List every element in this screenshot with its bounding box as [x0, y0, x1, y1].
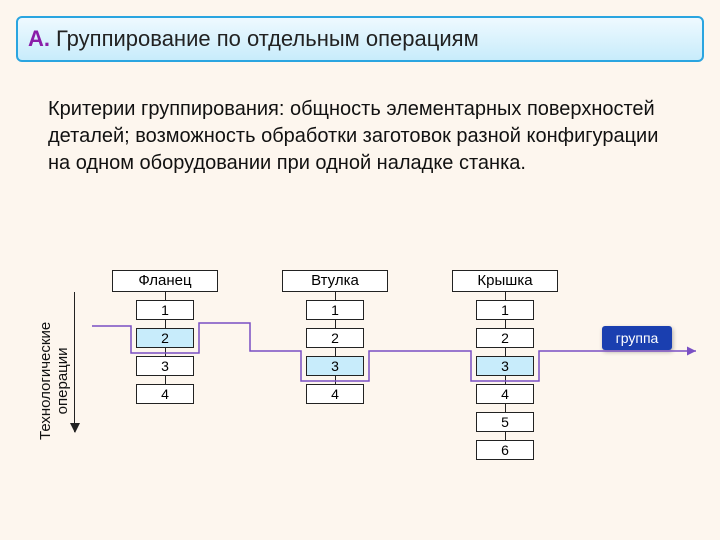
op-cell: 1	[476, 300, 534, 320]
op-cell: 1	[136, 300, 194, 320]
op-cell: 3	[136, 356, 194, 376]
op-cell: 1	[306, 300, 364, 320]
op-cell: 3	[476, 356, 534, 376]
axis-label-line2: операции	[54, 347, 71, 414]
title-text: Группирование по отдельным операциям	[56, 26, 479, 52]
op-cell: 2	[306, 328, 364, 348]
axis-label-line1: Технологические	[37, 322, 54, 440]
title-prefix: А.	[28, 26, 50, 52]
column-header: Втулка	[282, 270, 388, 292]
op-cell: 3	[306, 356, 364, 376]
op-cell: 4	[476, 384, 534, 404]
group-badge: группа	[602, 326, 672, 350]
op-cell: 4	[306, 384, 364, 404]
axis-label: Технологические операции	[38, 400, 71, 440]
column-header: Фланец	[112, 270, 218, 292]
op-cell: 6	[476, 440, 534, 460]
op-cell: 2	[136, 328, 194, 348]
title-bar: А. Группирование по отдельным операциям	[16, 16, 704, 62]
column-header: Крышка	[452, 270, 558, 292]
op-cell: 2	[476, 328, 534, 348]
op-cell: 5	[476, 412, 534, 432]
op-cell: 4	[136, 384, 194, 404]
down-arrow-icon	[74, 292, 75, 432]
description-text: Критерии группирования: общность элемент…	[48, 96, 668, 177]
